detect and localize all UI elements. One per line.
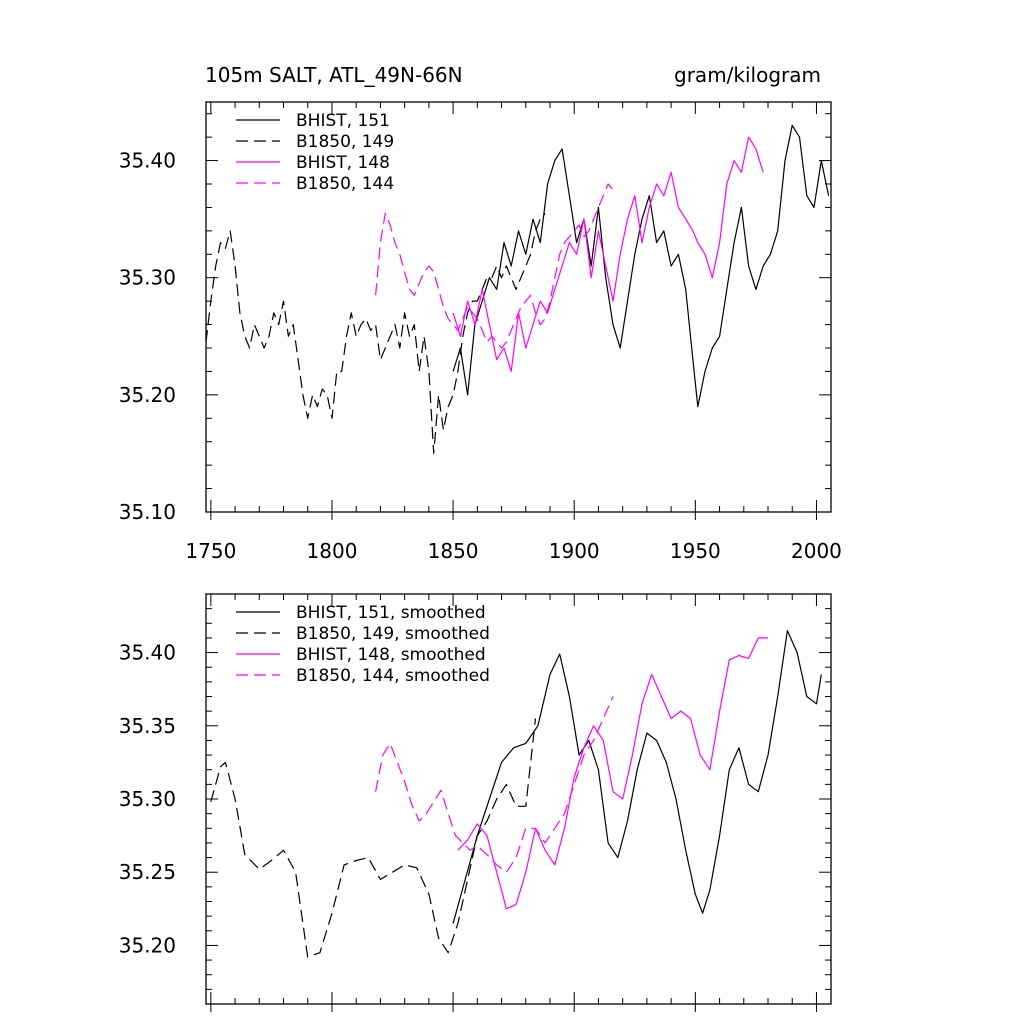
legend-label-b1850-144: B1850, 144 [296, 174, 394, 194]
bottom-panel-legend: BHIST, 151, smoothed B1850, 149, smoothe… [236, 603, 490, 686]
bottom-panel-ticks: 35.20 35.25 35.30 35.35 35.40 [119, 593, 831, 1012]
x-tick-label: 1850 [428, 539, 479, 563]
y-tick-label: 35.10 [119, 500, 176, 524]
legend-label-b1850-149: B1850, 149 [296, 132, 394, 152]
series-line-bhist-148-smoothed [457, 637, 768, 910]
top-panel-plot-area [205, 124, 830, 454]
series-line-bhist-151 [452, 124, 830, 408]
x-tick-label: 1800 [307, 539, 358, 563]
y-tick-label: 35.20 [119, 933, 176, 957]
top-panel-frame [205, 101, 832, 513]
bottom-panel-plot-area [210, 629, 822, 958]
top-panel-ticks: 1750 1800 1850 1900 1950 2000 35.10 35.20 35.30 3… [119, 102, 842, 563]
legend-label-bhist-151: BHIST, 151 [296, 111, 390, 131]
legend-label-bhist-148-smoothed: BHIST, 148, smoothed [296, 645, 486, 665]
legend-label-b1850-149-smoothed: B1850, 149, smoothed [296, 624, 490, 644]
y-tick-label: 35.20 [119, 383, 176, 407]
series-line-b1850-149 [205, 212, 546, 454]
series-line-bhist-151-smoothed [452, 629, 822, 924]
chart-title-right: gram/kilogram [674, 63, 821, 87]
x-tick-label: 2000 [791, 539, 842, 563]
series-line-b1850-144-smoothed [375, 696, 614, 873]
x-tick-label: 1900 [549, 539, 600, 563]
y-tick-label: 35.35 [119, 714, 176, 738]
chart-title-left: 105m SALT, ATL_49N-66N [205, 63, 463, 87]
y-tick-label: 35.25 [119, 860, 176, 884]
x-tick-label: 1950 [670, 539, 721, 563]
top-panel-legend: BHIST, 151 B1850, 149 BHIST, 148 B1850, … [236, 111, 394, 194]
series-line-b1850-149-smoothed [210, 718, 537, 958]
x-tick-label: 1750 [185, 539, 236, 563]
series-line-bhist-148 [452, 136, 764, 372]
legend-label-bhist-151-smoothed: BHIST, 151, smoothed [296, 603, 486, 623]
series-line-b1850-144 [375, 183, 614, 349]
legend-label-bhist-148: BHIST, 148 [296, 153, 390, 173]
y-tick-label: 35.40 [119, 641, 176, 665]
y-tick-label: 35.40 [119, 149, 176, 173]
y-tick-label: 35.30 [119, 266, 176, 290]
legend-label-b1850-144-smoothed: B1850, 144, smoothed [296, 666, 490, 686]
y-tick-label: 35.30 [119, 787, 176, 811]
